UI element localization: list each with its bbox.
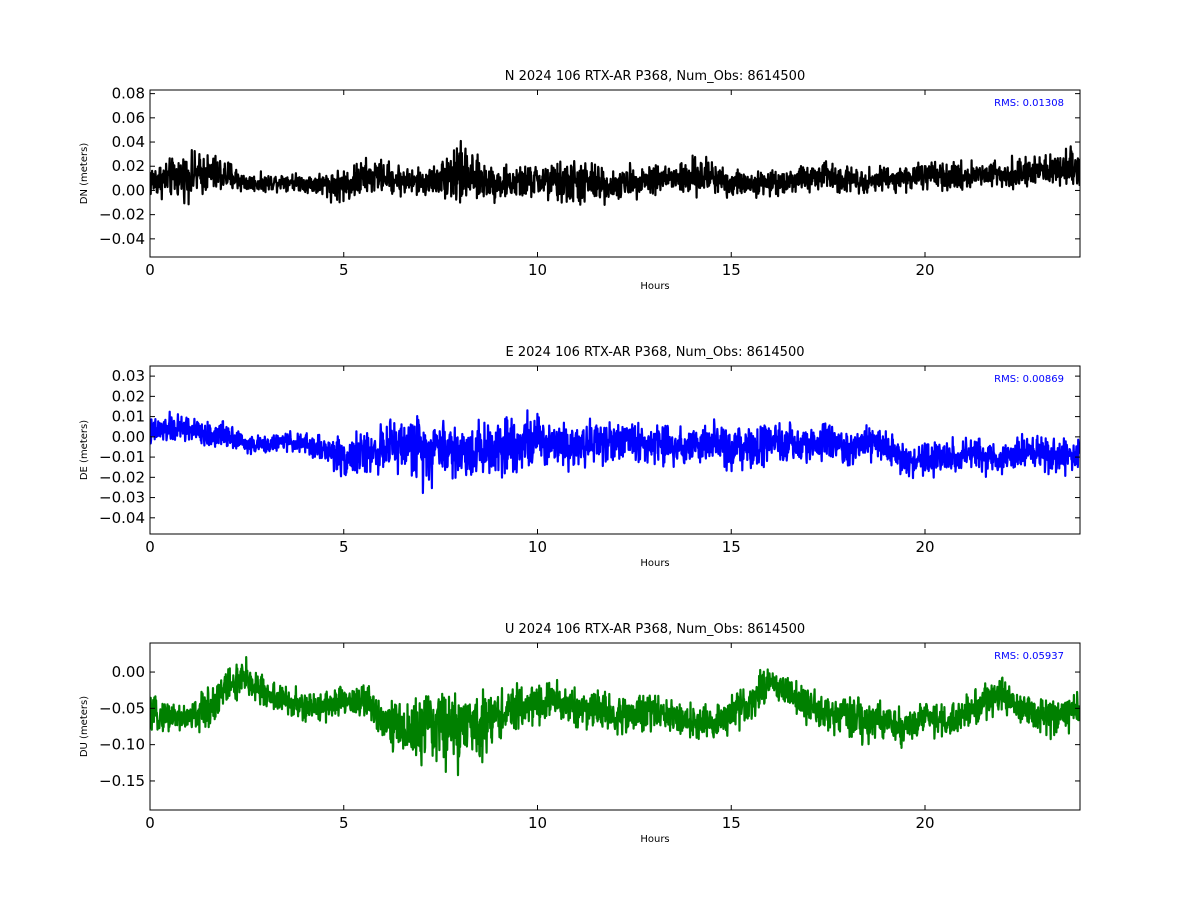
- panel-e-xtick-label: 20: [915, 538, 934, 556]
- panel-n-ytick-label: 0.04: [112, 133, 145, 151]
- panel-n-axes-frame: [149, 89, 1081, 258]
- panel-n-title: N 2024 106 RTX-AR P368, Num_Obs: 8614500: [505, 69, 805, 84]
- panel-u: 0 5 10 15 20 −0.15 −0.10 −0.05 0.00 U 2024 106 RT…: [79, 622, 1081, 845]
- panel-e-xtick-label: 15: [722, 538, 741, 556]
- panel-n-xtick-label: 10: [528, 261, 547, 279]
- panel-e: 0 5 10 15 20 −0.04 −0.03 −0.02 −0.01 0.00 0.01 0.02…: [79, 345, 1081, 569]
- panel-e-xtick-label: 5: [339, 538, 349, 556]
- panel-u-rms-annotation: RMS: 0.05937: [994, 651, 1064, 662]
- panel-u-axes-frame: [149, 642, 1081, 811]
- panel-n-ytick-label: −0.04: [99, 230, 145, 248]
- panel-e-ytick-label: −0.03: [99, 489, 145, 507]
- panel-e-ytick-label: 0.01: [112, 408, 145, 426]
- panel-e-ytick-label: 0.00: [112, 428, 145, 446]
- panel-e-axes-frame: [149, 365, 1081, 535]
- panel-u-xtick-label: 20: [915, 814, 934, 832]
- panel-u-ytick-label: −0.15: [99, 772, 145, 790]
- panel-e-ytick-label: −0.02: [99, 468, 145, 486]
- panel-n-ytick-label: 0.02: [112, 157, 145, 175]
- panel-e-xtick-label: 0: [145, 538, 155, 556]
- panel-u-ytick-label: −0.10: [99, 736, 145, 754]
- panel-e-ytick-label: 0.02: [112, 387, 145, 405]
- panel-n-ytick-label: 0.06: [112, 109, 145, 127]
- panel-n-xtick-label: 15: [722, 261, 741, 279]
- panel-e-xtick-label: 10: [528, 538, 547, 556]
- panel-n-rms-annotation: RMS: 0.01308: [994, 98, 1064, 109]
- panel-u-xtick-label: 10: [528, 814, 547, 832]
- panel-n-ytick-label: −0.02: [99, 206, 145, 224]
- panel-n-xtick-label: 20: [915, 261, 934, 279]
- panel-e-ytick-label: 0.03: [112, 367, 145, 385]
- panel-u-ytick-label: −0.05: [99, 699, 145, 717]
- panel-e-rms-annotation: RMS: 0.00869: [994, 374, 1064, 385]
- panel-n-xlabel: Hours: [640, 281, 669, 292]
- panel-e-xlabel: Hours: [640, 558, 669, 569]
- panel-u-xtick-label: 0: [145, 814, 155, 832]
- panel-u-ylabel: DU (meters): [79, 696, 90, 757]
- panel-u-xtick-label: 15: [722, 814, 741, 832]
- panel-n: 0 5 10 15 20 −0.04 −0.02 0.00 0.02 0.04 0.06 0.08 N …: [79, 69, 1081, 292]
- panel-e-series-line: [150, 409, 1080, 495]
- panel-n-ytick-label: 0.08: [112, 85, 145, 103]
- panel-n-ylabel: DN (meters): [79, 143, 90, 205]
- panel-n-series-line: [150, 139, 1080, 206]
- panel-e-ytick-label: −0.04: [99, 509, 145, 527]
- panel-n-ytick-label: 0.00: [112, 181, 145, 199]
- panel-u-series-line: [150, 656, 1080, 777]
- panel-u-xtick-label: 5: [339, 814, 349, 832]
- panel-n-xtick-label: 0: [145, 261, 155, 279]
- panel-u-xlabel: Hours: [640, 834, 669, 845]
- panel-e-ytick-label: −0.01: [99, 448, 145, 466]
- panel-e-title: E 2024 106 RTX-AR P368, Num_Obs: 8614500: [506, 345, 805, 360]
- panel-e-ylabel: DE (meters): [79, 420, 90, 480]
- panel-n-xtick-label: 5: [339, 261, 349, 279]
- panel-u-ytick-label: 0.00: [112, 663, 145, 681]
- panel-u-title: U 2024 106 RTX-AR P368, Num_Obs: 8614500: [505, 622, 805, 637]
